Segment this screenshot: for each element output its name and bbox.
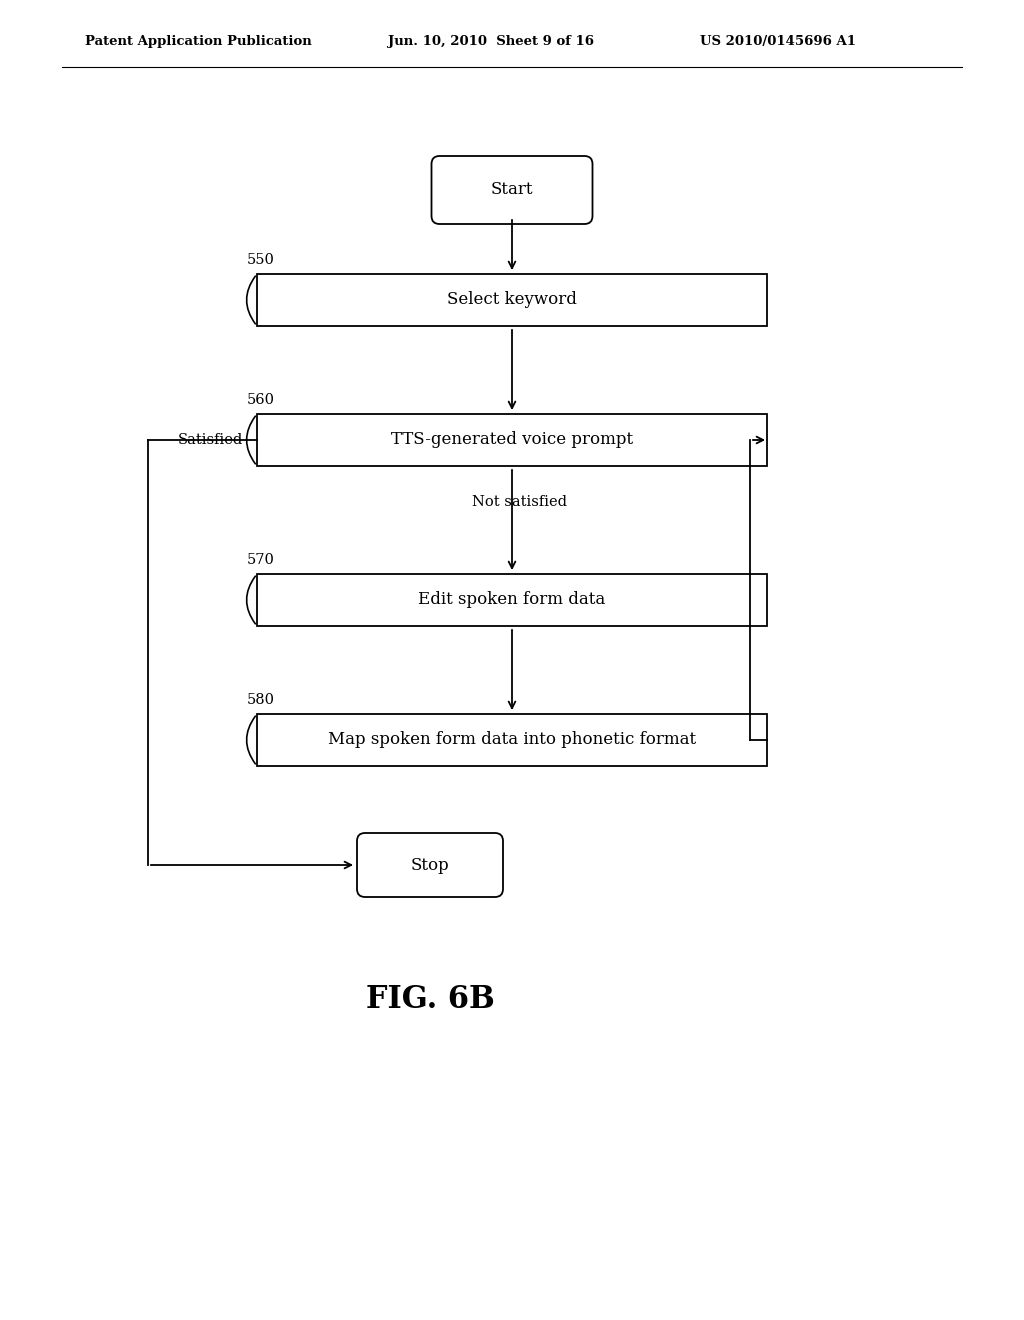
Text: 550: 550	[247, 253, 274, 267]
Text: 580: 580	[247, 693, 275, 708]
Text: Select keyword: Select keyword	[447, 292, 577, 309]
FancyBboxPatch shape	[431, 156, 593, 224]
Text: Start: Start	[490, 181, 534, 198]
Text: Satisfied: Satisfied	[178, 433, 243, 447]
Text: FIG. 6B: FIG. 6B	[366, 985, 495, 1015]
Text: Edit spoken form data: Edit spoken form data	[419, 591, 605, 609]
Text: Stop: Stop	[411, 857, 450, 874]
Text: 560: 560	[247, 393, 275, 407]
FancyBboxPatch shape	[257, 714, 767, 766]
Text: TTS-generated voice prompt: TTS-generated voice prompt	[391, 432, 633, 449]
FancyBboxPatch shape	[257, 414, 767, 466]
FancyBboxPatch shape	[257, 574, 767, 626]
Text: Patent Application Publication: Patent Application Publication	[85, 36, 311, 49]
Text: Not satisfied: Not satisfied	[472, 495, 567, 510]
Text: US 2010/0145696 A1: US 2010/0145696 A1	[700, 36, 856, 49]
Text: Map spoken form data into phonetic format: Map spoken form data into phonetic forma…	[328, 731, 696, 748]
Text: 570: 570	[247, 553, 274, 568]
FancyBboxPatch shape	[257, 275, 767, 326]
FancyBboxPatch shape	[357, 833, 503, 898]
Text: Jun. 10, 2010  Sheet 9 of 16: Jun. 10, 2010 Sheet 9 of 16	[388, 36, 594, 49]
